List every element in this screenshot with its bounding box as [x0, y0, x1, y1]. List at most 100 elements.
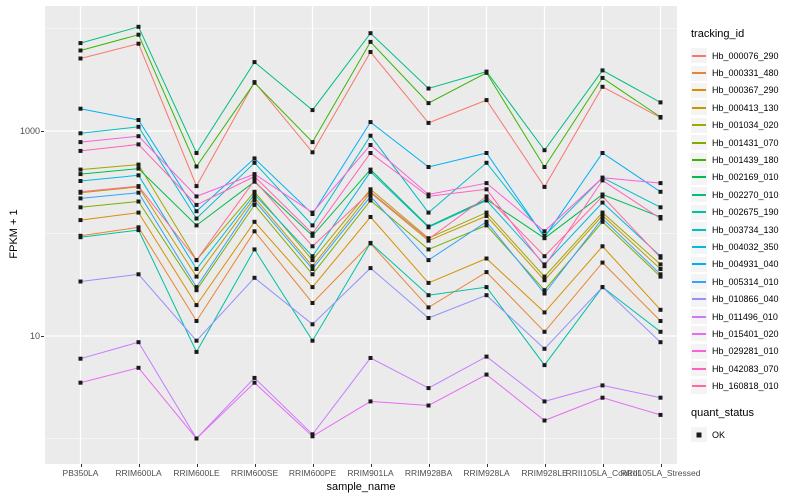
plot-panel: [45, 6, 677, 464]
legend-entry-Hb_010866_040: Hb_010866_040: [691, 290, 799, 307]
series-color-line-icon: [692, 298, 706, 301]
data-point: [136, 142, 141, 147]
legend: tracking_id Hb_000076_290 Hb_000331_480 Hb…: [691, 28, 799, 443]
data-point: [252, 219, 257, 224]
data-point: [484, 194, 489, 199]
data-point: [658, 274, 663, 279]
legend-key-icon: [691, 169, 707, 185]
series-color-line-icon: [692, 176, 706, 179]
data-point: [368, 356, 373, 360]
data-point: [600, 194, 605, 199]
data-point: [136, 272, 141, 277]
data-point: [368, 133, 373, 138]
black-square-icon: [696, 432, 702, 437]
data-point: [426, 258, 431, 263]
data-point: [484, 151, 489, 155]
x-tick-mark: [196, 464, 198, 467]
legend-key-icon: [691, 117, 707, 133]
x-tick-mark: [80, 464, 82, 467]
data-point: [600, 260, 605, 265]
data-point: [484, 354, 489, 359]
series-color-line-icon: [692, 350, 706, 353]
data-point: [368, 399, 373, 404]
data-point: [194, 349, 199, 354]
legend-label: Hb_005314_010: [712, 276, 779, 287]
data-point: [658, 205, 663, 210]
x-tick-label: RRIM600SE: [230, 468, 279, 478]
legend-label: Hb_042083_070: [712, 363, 779, 374]
series-color-line-icon: [692, 54, 706, 57]
data-point: [542, 264, 547, 269]
data-point: [658, 307, 663, 312]
data-point: [194, 267, 199, 271]
data-point: [426, 165, 431, 169]
data-point: [426, 210, 431, 215]
data-point: [78, 189, 83, 194]
data-point: [310, 254, 315, 259]
data-point: [252, 172, 257, 177]
data-point: [310, 301, 315, 305]
legend-entry-Hb_000076_290: Hb_000076_290: [691, 47, 799, 64]
data-point: [78, 205, 83, 210]
legend-key-icon: [691, 100, 707, 116]
data-point: [368, 187, 373, 192]
data-point: [542, 346, 547, 351]
legend-key-icon: [691, 152, 707, 168]
data-point: [252, 192, 257, 197]
legend-key-icon: [691, 291, 707, 307]
series-color-line-icon: [692, 124, 706, 127]
series-color-line-icon: [692, 263, 706, 266]
x-tick-label: RRIM901LA: [347, 468, 394, 478]
legend-label: Hb_003734_130: [712, 224, 779, 235]
legend-label: Hb_000331_480: [712, 68, 779, 79]
data-point: [542, 184, 547, 189]
legend-label: Hb_010866_040: [712, 294, 779, 305]
data-point: [368, 167, 373, 172]
data-point: [542, 278, 547, 283]
data-point: [600, 395, 605, 400]
x-tick-mark: [428, 464, 430, 467]
data-point: [136, 134, 141, 139]
x-tick-mark: [486, 464, 488, 467]
legend-label: Hb_001034_020: [712, 120, 779, 131]
data-point: [426, 225, 431, 230]
legend-entry-Hb_160818_010: Hb_160818_010: [691, 377, 799, 394]
x-axis-title: sample_name: [326, 481, 396, 493]
data-point: [542, 165, 547, 169]
data-point: [310, 272, 315, 277]
data-point: [658, 395, 663, 400]
data-point: [542, 288, 547, 293]
data-point: [600, 175, 605, 180]
x-tick-label: RRIM928BA: [404, 468, 453, 478]
data-point: [658, 319, 663, 323]
data-point: [368, 215, 373, 219]
data-point: [136, 41, 141, 46]
legend-key-icon: [691, 378, 707, 394]
legend-key-icon: [691, 326, 707, 342]
series-color-line-icon: [692, 193, 706, 196]
legend-label: Hb_001431_070: [712, 137, 779, 148]
data-point: [658, 412, 663, 417]
data-point: [310, 264, 315, 269]
legend-label: Hb_000076_290: [712, 50, 779, 61]
data-point: [368, 31, 373, 36]
data-point: [426, 293, 431, 298]
data-point: [78, 279, 83, 284]
data-point: [368, 198, 373, 203]
data-point: [426, 386, 431, 391]
legend-label: Hb_002270_010: [712, 189, 779, 200]
data-point: [368, 189, 373, 194]
data-point: [426, 101, 431, 106]
y-axis-title: FPKM + 1: [8, 209, 20, 259]
series-color-line-icon: [692, 228, 706, 231]
data-point: [252, 156, 257, 161]
data-point: [252, 229, 257, 234]
data-point: [310, 210, 315, 215]
legend-label: Hb_011496_010: [712, 311, 778, 322]
data-point: [542, 418, 547, 423]
data-point: [310, 140, 315, 145]
legend-entry-Hb_000413_130: Hb_000413_130: [691, 99, 799, 116]
data-point: [78, 235, 83, 240]
data-point: [252, 198, 257, 203]
